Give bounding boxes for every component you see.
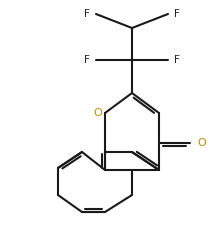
Text: F: F — [174, 55, 180, 65]
Text: F: F — [174, 9, 180, 19]
Text: F: F — [84, 55, 90, 65]
Text: O: O — [94, 108, 102, 118]
Text: F: F — [84, 9, 90, 19]
Text: O: O — [197, 138, 206, 148]
